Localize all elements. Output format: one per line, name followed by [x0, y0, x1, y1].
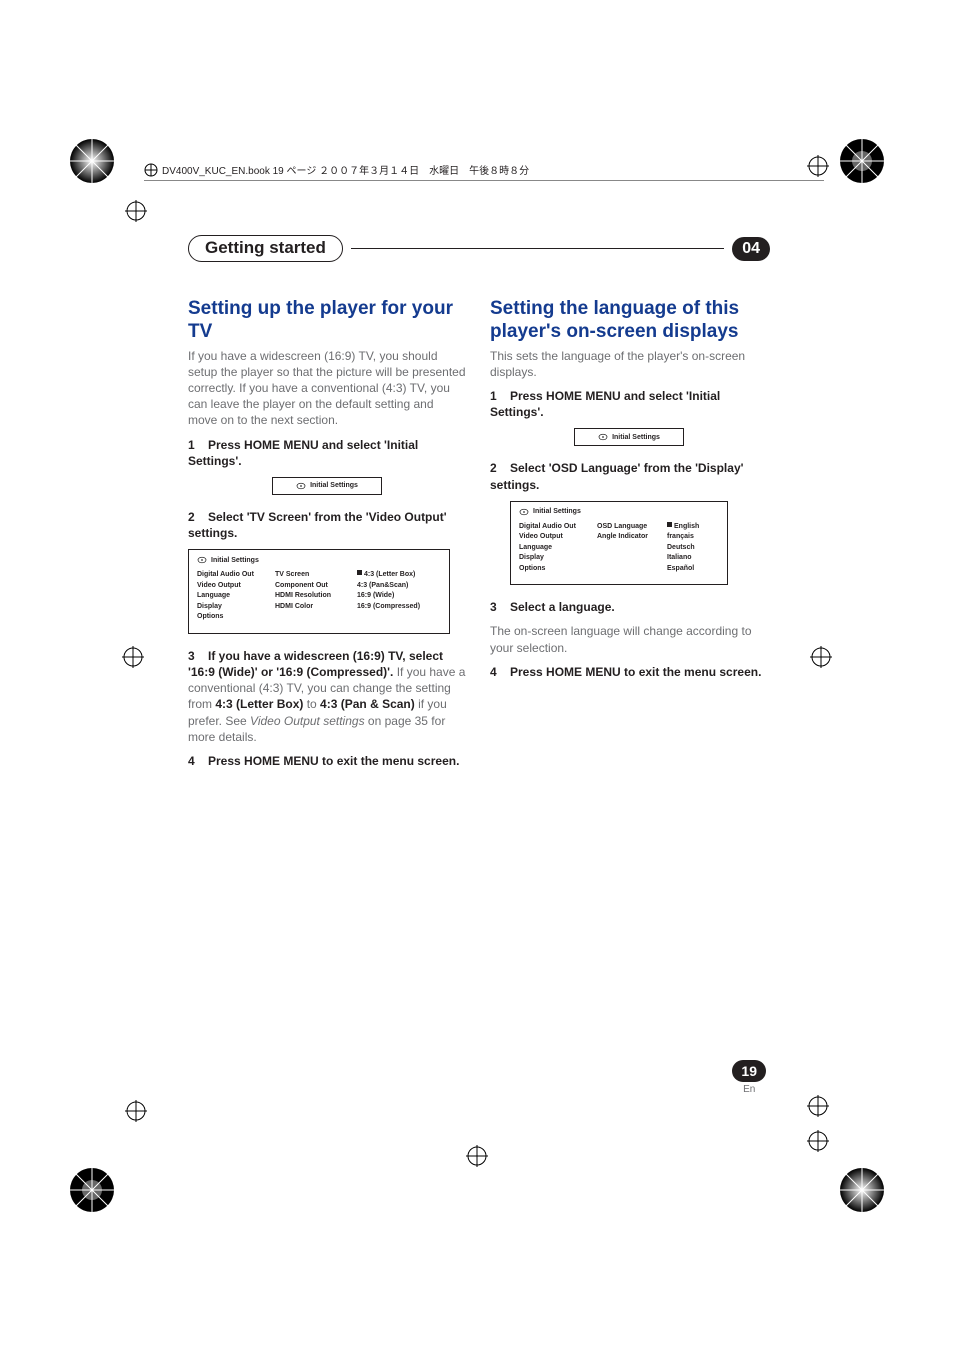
page-lang: En [732, 1084, 766, 1095]
print-corner-tr [838, 137, 886, 185]
chapter-number: 04 [732, 237, 770, 261]
left-column: Setting up the player for your TV If you… [188, 298, 466, 777]
print-filename: DV400V_KUC_EN.book 19 ページ ２００７年３月１４日 水曜日… [162, 162, 529, 177]
step-3-tail: The on-screen language will change accor… [490, 623, 768, 655]
reg-mark-icon [807, 155, 829, 177]
intro-text: This sets the language of the player's o… [490, 348, 768, 380]
disc-icon [296, 482, 306, 490]
osd-initial-settings: Initial Settings [574, 428, 684, 446]
step-2: 2Select 'OSD Language' from the 'Display… [490, 460, 768, 492]
page-number: 19 [732, 1060, 766, 1082]
step-4: 4Press HOME MENU to exit the menu screen… [490, 664, 768, 680]
print-corner-tl [68, 137, 116, 185]
step-4: 4Press HOME MENU to exit the menu screen… [188, 753, 466, 769]
print-corner-br [838, 1166, 886, 1214]
disc-icon [519, 508, 529, 516]
header-rule [144, 180, 824, 181]
reg-mark-icon [122, 646, 144, 668]
step-3: 3Select a language. [490, 599, 768, 615]
osd-label: Initial Settings [612, 434, 660, 441]
reg-mark-icon [807, 1095, 829, 1117]
reg-mark-icon [810, 646, 832, 668]
reg-mark-icon [125, 200, 147, 222]
reg-mark-icon [807, 1130, 829, 1152]
step-2: 2Select 'TV Screen' from the 'Video Outp… [188, 509, 466, 541]
right-column: Setting the language of this player's on… [490, 298, 768, 777]
chapter-rule [351, 248, 724, 250]
osd-label: Initial Settings [310, 482, 358, 489]
section-heading: Setting the language of this player's on… [490, 298, 768, 344]
panel-col2: OSD Language Angle Indicator [597, 522, 659, 575]
disc-icon [598, 433, 608, 441]
book-spine-icon [144, 163, 158, 177]
print-header: DV400V_KUC_EN.book 19 ページ ２００７年３月１４日 水曜日… [144, 162, 529, 177]
panel-title: Initial Settings [533, 508, 581, 515]
panel-col1: Digital Audio Out Video Output Language … [197, 570, 267, 623]
osd-language-panel: Initial Settings Digital Audio Out Video… [510, 501, 728, 586]
print-corner-bl [68, 1166, 116, 1214]
panel-title: Initial Settings [211, 557, 259, 564]
reg-mark-icon [466, 1145, 488, 1167]
panel-col3: 4:3 (Letter Box) 4:3 (Pan&Scan) 16:9 (Wi… [357, 570, 437, 623]
section-heading: Setting up the player for your TV [188, 298, 466, 344]
panel-col2: TV Screen Component Out HDMI Resolution … [275, 570, 349, 623]
step-3: 3If you have a widescreen (16:9) TV, sel… [188, 648, 466, 745]
step-1: 1Press HOME MENU and select 'Initial Set… [490, 388, 768, 420]
step-1: 1Press HOME MENU and select 'Initial Set… [188, 437, 466, 469]
reg-mark-icon [125, 1100, 147, 1122]
osd-video-output-panel: Initial Settings Digital Audio Out Video… [188, 549, 450, 634]
chapter-bar: Getting started 04 [188, 235, 770, 262]
chapter-title: Getting started [188, 235, 343, 262]
osd-initial-settings: Initial Settings [272, 477, 382, 495]
panel-col1: Digital Audio Out Video Output Language … [519, 522, 589, 575]
intro-text: If you have a widescreen (16:9) TV, you … [188, 348, 466, 429]
panel-col3: English français Deutsch Italiano Españo… [667, 522, 715, 575]
disc-icon [197, 556, 207, 564]
page-footer: 19 En [732, 1060, 766, 1095]
